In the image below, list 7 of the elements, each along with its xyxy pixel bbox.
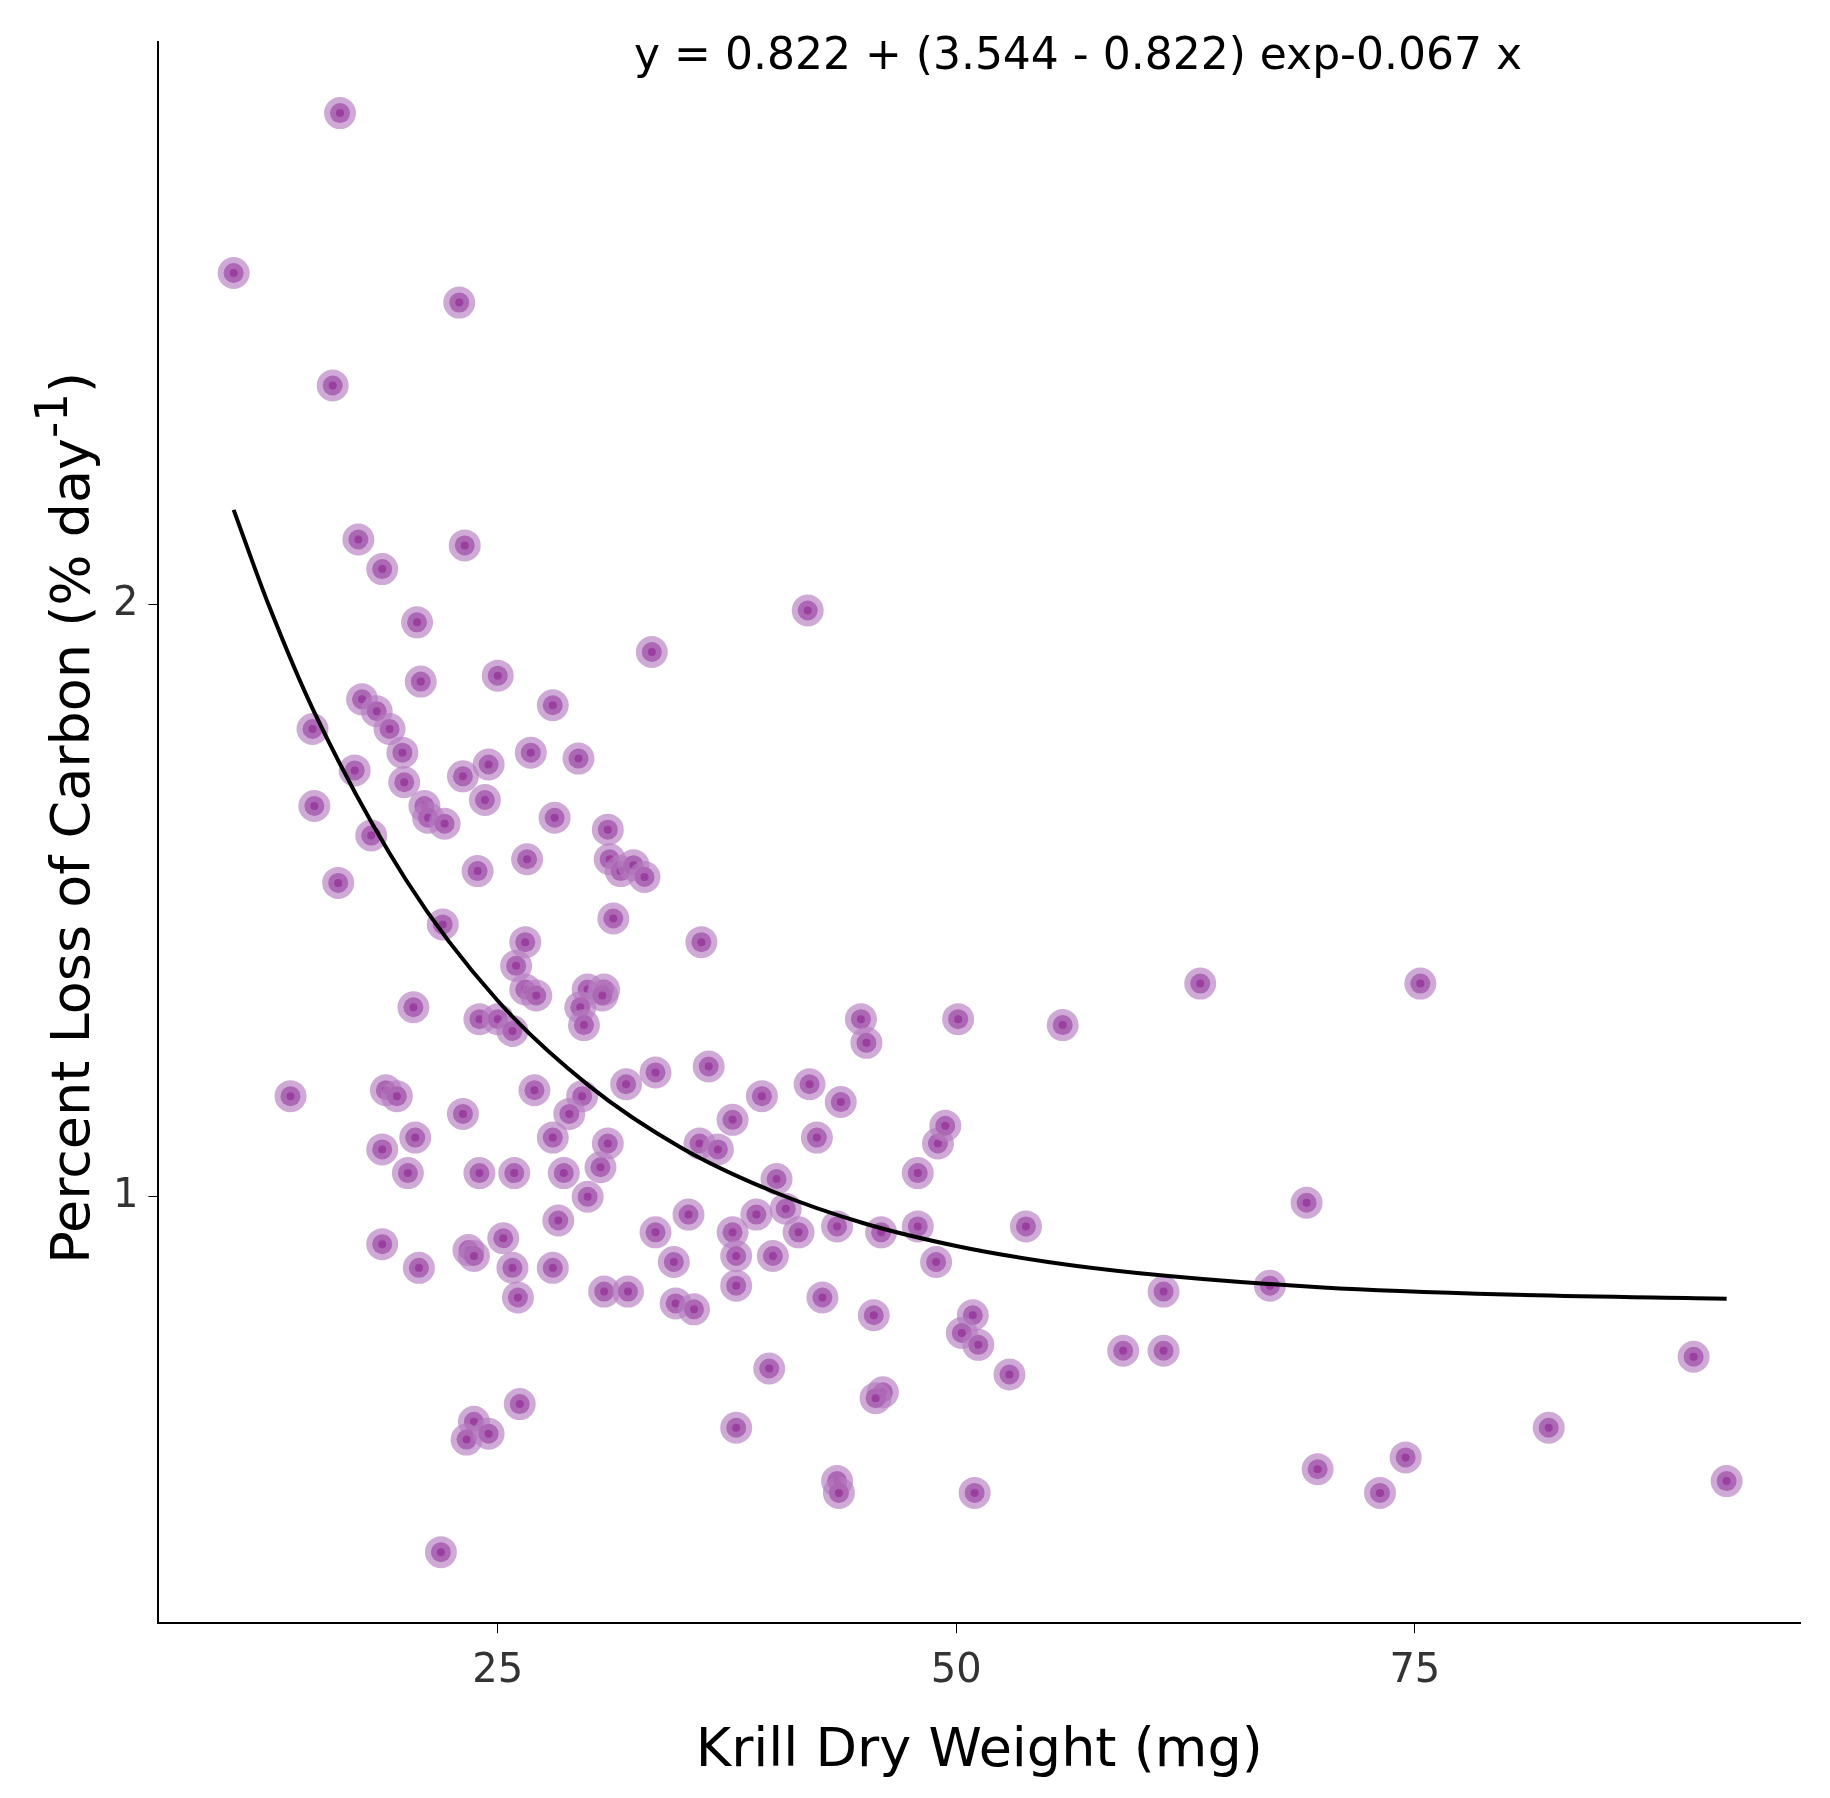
x-tick-label: 75 [1389, 1644, 1441, 1691]
y-tick-label: 2 [113, 577, 139, 624]
x-tick-label: 50 [930, 1644, 982, 1691]
x-axis-title: Krill Dry Weight (mg) [695, 1715, 1263, 1779]
x-tick-label: 25 [472, 1644, 524, 1691]
y-tick-label: 1 [113, 1170, 139, 1217]
annotation: y = 0.822 + (3.544 - 0.822) exp-0.067 x [633, 28, 1523, 79]
